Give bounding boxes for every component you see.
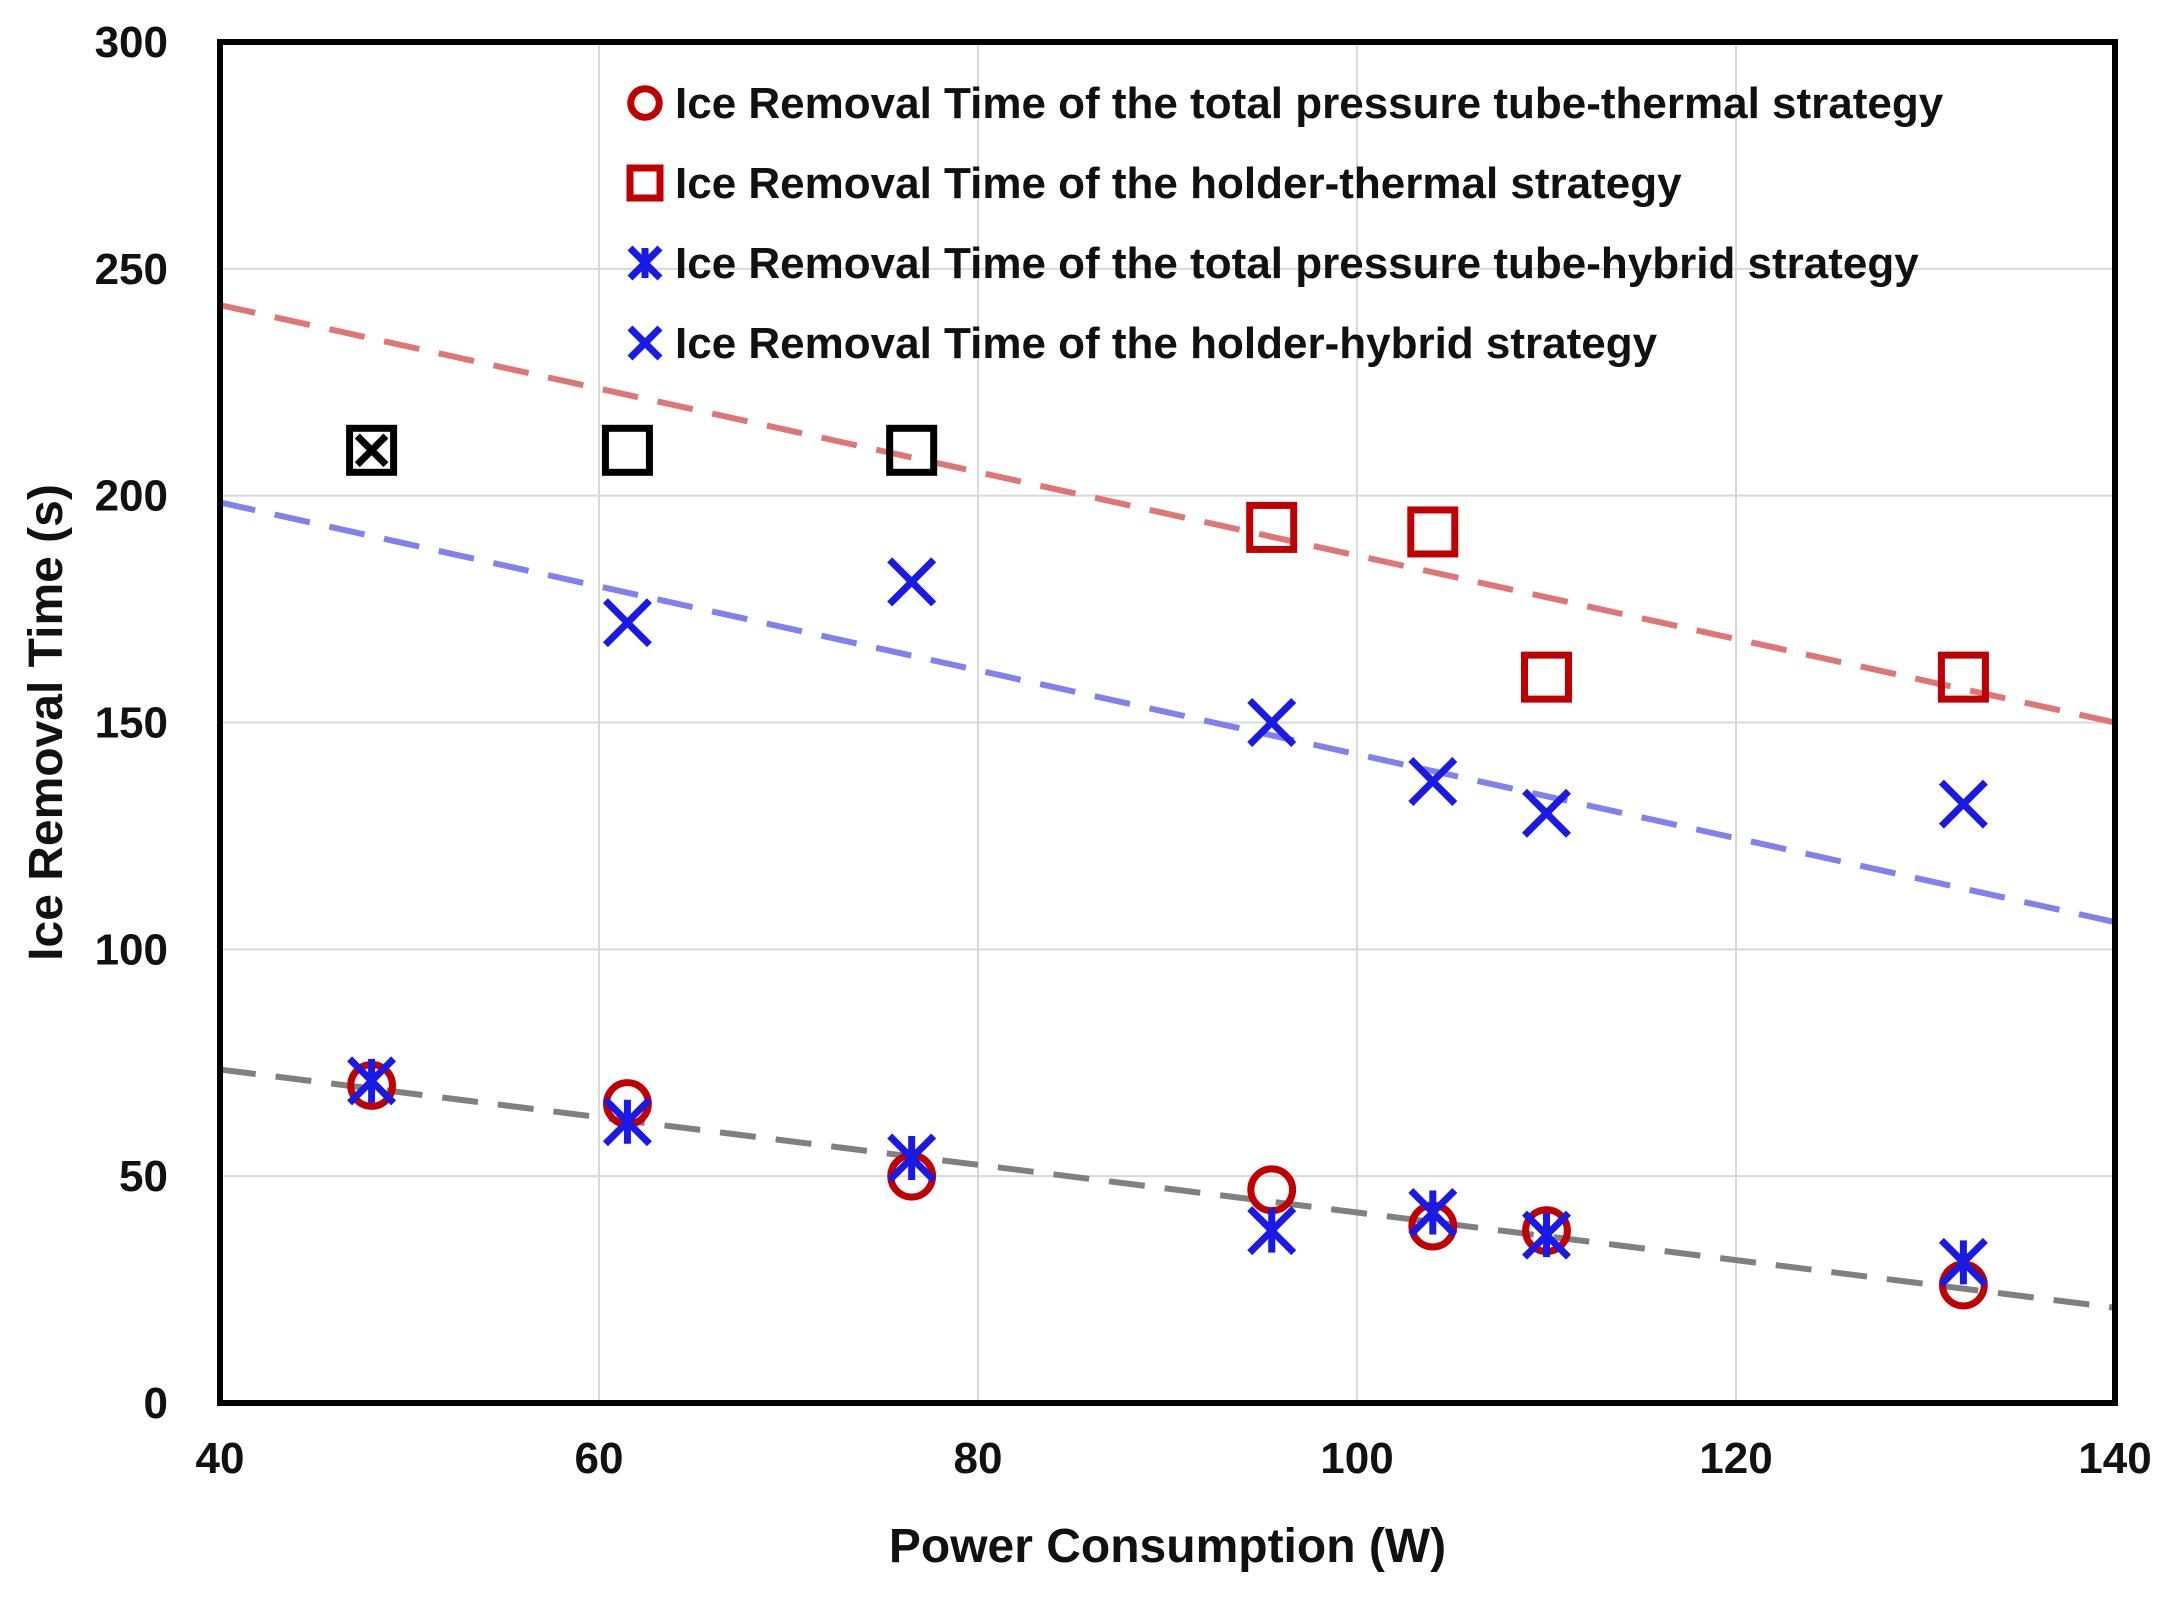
- series-3-point: [602, 598, 652, 648]
- y-tick-label: 200: [95, 472, 168, 521]
- x-tick-label: 120: [1699, 1434, 1772, 1483]
- series-3-point: [1408, 757, 1458, 806]
- legend-marker: [627, 325, 663, 361]
- series-2-point: [1938, 1237, 1988, 1287]
- reference-point: [886, 424, 938, 476]
- y-tick-label: 150: [95, 699, 168, 748]
- y-tick-label: 50: [119, 1152, 168, 1201]
- series-3-point: [1247, 698, 1297, 747]
- x-tick-label: 100: [1320, 1434, 1393, 1483]
- series-0-point: [1247, 1165, 1297, 1215]
- series-1-point: [1937, 651, 1989, 703]
- legend-marker: [627, 85, 663, 121]
- plot-area-frame: [217, 39, 2118, 1406]
- y-tick-label: 250: [95, 245, 168, 294]
- trendline: [219, 1066, 2116, 1311]
- series-3-point: [1938, 779, 1988, 829]
- y-tick-label: 0: [144, 1379, 168, 1428]
- y-tick-label: 100: [95, 925, 168, 974]
- series-2-point: [347, 1056, 397, 1106]
- trendlines: [219, 302, 2116, 1311]
- reference-point: [346, 424, 398, 476]
- trendline: [219, 499, 2116, 926]
- legend-entry-label: Ice Removal Time of the total pressure t…: [675, 79, 1944, 128]
- x-axis-title: Power Consumption (W): [889, 1520, 1446, 1573]
- tick-labels: 40 60 80 100 120 140 0 50 100 150 200 250 300: [95, 18, 2152, 1483]
- legend-entry-label: Ice Removal Time of the total pressure t…: [675, 239, 1919, 288]
- series-1-point: [1407, 506, 1459, 558]
- y-tick-label: 300: [95, 18, 168, 67]
- legend-marker: [627, 245, 663, 281]
- trendline: [219, 302, 2116, 726]
- legend: Ice Removal Time of the total pressure t…: [626, 79, 1944, 368]
- data-markers: [346, 424, 1989, 1310]
- series-2-point: [602, 1097, 652, 1147]
- series-2-point: [887, 1133, 937, 1183]
- series-2-point: [1522, 1210, 1571, 1260]
- x-tick-label: 60: [575, 1434, 624, 1483]
- y-axis-title: Ice Removal Time (s): [20, 484, 73, 961]
- x-tick-label: 80: [954, 1434, 1003, 1483]
- legend-entry-label: Ice Removal Time of the holder-thermal s…: [675, 159, 1682, 208]
- series-3-point: [887, 557, 937, 607]
- legend-entry-label: Ice Removal Time of the holder-hybrid st…: [675, 319, 1658, 368]
- x-tick-label: 140: [2078, 1434, 2151, 1483]
- series-1-point: [1246, 501, 1298, 553]
- series-3-point: [1522, 788, 1571, 838]
- legend-marker: [626, 164, 664, 202]
- series-2-point: [1408, 1187, 1458, 1237]
- x-tick-label: 40: [196, 1434, 245, 1483]
- series-2-point: [1247, 1206, 1297, 1256]
- reference-point: [601, 424, 653, 476]
- series-1-point: [1521, 651, 1572, 703]
